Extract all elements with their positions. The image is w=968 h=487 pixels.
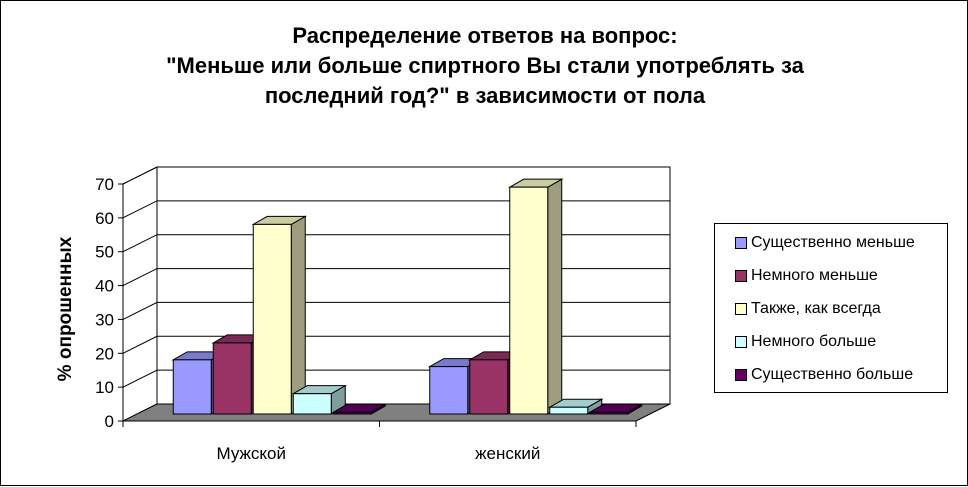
bar — [212, 342, 252, 415]
bar — [332, 411, 372, 415]
legend-swatch — [735, 237, 747, 249]
legend-label: Немного меньше — [751, 267, 878, 284]
legend-swatch — [735, 369, 747, 381]
chart-title-line-2: "Меньше или больше спиртного Вы стали уп… — [166, 53, 804, 78]
bar — [549, 406, 589, 415]
gridline — [122, 234, 670, 253]
bar — [469, 359, 509, 415]
gridline — [122, 268, 670, 287]
gridline — [122, 166, 670, 185]
legend-swatch — [735, 270, 747, 282]
y-tick-label: 70 — [95, 175, 114, 194]
gridline — [122, 200, 670, 219]
y-tick-label: 0 — [105, 412, 114, 431]
legend: Существенно меньше Немного меньше Также, к… — [714, 223, 948, 393]
y-tick-label: 20 — [95, 344, 114, 363]
legend-label: Также, как всегда — [751, 300, 881, 317]
chart-title-line-1: Распределение ответов на вопрос: — [292, 23, 678, 48]
gridline — [122, 335, 670, 354]
chart-title: Распределение ответов на вопрос: "Меньше… — [1, 21, 968, 111]
x-tick-label: женский — [475, 444, 540, 463]
bar — [252, 223, 292, 415]
bar — [292, 393, 332, 415]
legend-label: Существенно меньше — [751, 234, 915, 251]
legend-label: Существенно больше — [751, 366, 914, 383]
gridline — [122, 301, 670, 320]
side-wall — [122, 166, 158, 422]
y-tick-label: 50 — [95, 243, 114, 262]
legend-label: Немного больше — [751, 333, 877, 350]
bar-side — [547, 178, 563, 415]
legend-swatch — [735, 303, 747, 315]
y-tick-label: 30 — [95, 310, 114, 329]
bar — [509, 186, 549, 415]
y-tick-label: 40 — [95, 277, 114, 296]
bar — [589, 411, 629, 415]
bar-side — [290, 215, 306, 415]
legend-swatch — [735, 336, 747, 348]
bar — [429, 366, 469, 415]
bar — [172, 359, 212, 415]
y-axis-label: % опрошенных — [55, 236, 76, 381]
y-tick-label: 60 — [95, 209, 114, 228]
chart-title-line-3: последний год?" в зависимости от пола — [264, 83, 706, 108]
x-tick-label: Мужской — [217, 444, 287, 463]
y-tick-label: 10 — [95, 378, 114, 397]
